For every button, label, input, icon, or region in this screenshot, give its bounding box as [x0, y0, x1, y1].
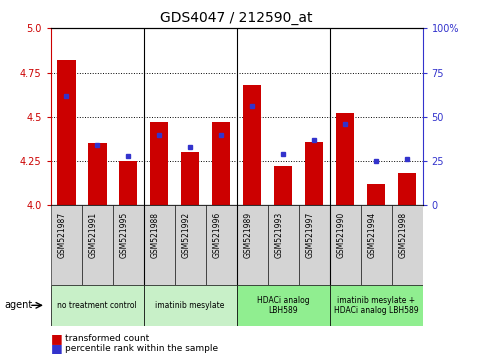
Text: imatinib mesylate: imatinib mesylate [156, 301, 225, 310]
Text: GSM521991: GSM521991 [88, 212, 97, 258]
Text: GSM521992: GSM521992 [181, 212, 190, 258]
Bar [398, 173, 416, 205]
Text: GSM521987: GSM521987 [57, 212, 66, 258]
Text: ■: ■ [51, 332, 62, 344]
Bar [57, 60, 75, 205]
Text: GSM521988: GSM521988 [150, 212, 159, 258]
Bar [298, 205, 329, 285]
Bar [82, 205, 113, 285]
Bar [237, 285, 330, 326]
Bar [361, 205, 392, 285]
Bar [119, 161, 138, 205]
Bar [144, 205, 175, 285]
Bar [237, 205, 268, 285]
Text: percentile rank within the sample: percentile rank within the sample [65, 344, 218, 353]
Text: imatinib mesylate +
HDACi analog LBH589: imatinib mesylate + HDACi analog LBH589 [334, 296, 418, 315]
Bar [329, 205, 361, 285]
Bar [336, 113, 355, 205]
Bar [367, 184, 385, 205]
Bar [175, 205, 206, 285]
Bar [113, 205, 144, 285]
Text: HDACi analog
LBH589: HDACi analog LBH589 [257, 296, 310, 315]
Text: GSM521989: GSM521989 [243, 212, 252, 258]
Text: GDS4047 / 212590_at: GDS4047 / 212590_at [160, 11, 313, 25]
Bar [181, 152, 199, 205]
Bar [392, 205, 423, 285]
Bar [305, 142, 324, 205]
Bar [144, 285, 237, 326]
Text: no treatment control: no treatment control [57, 301, 137, 310]
Text: GSM521998: GSM521998 [398, 212, 407, 258]
Text: GSM521995: GSM521995 [119, 212, 128, 258]
Bar [88, 143, 107, 205]
Text: GSM521996: GSM521996 [212, 212, 221, 258]
Bar [329, 285, 423, 326]
Bar [268, 205, 298, 285]
Bar [51, 205, 82, 285]
Text: agent: agent [5, 300, 33, 310]
Text: GSM521990: GSM521990 [336, 212, 345, 258]
Bar [150, 122, 169, 205]
Bar [274, 166, 293, 205]
Text: transformed count: transformed count [65, 333, 149, 343]
Text: GSM521997: GSM521997 [305, 212, 314, 258]
Bar [51, 285, 144, 326]
Text: GSM521994: GSM521994 [367, 212, 376, 258]
Bar [206, 205, 237, 285]
Text: ■: ■ [51, 342, 62, 354]
Bar [212, 122, 230, 205]
Bar [243, 85, 261, 205]
Text: GSM521993: GSM521993 [274, 212, 283, 258]
